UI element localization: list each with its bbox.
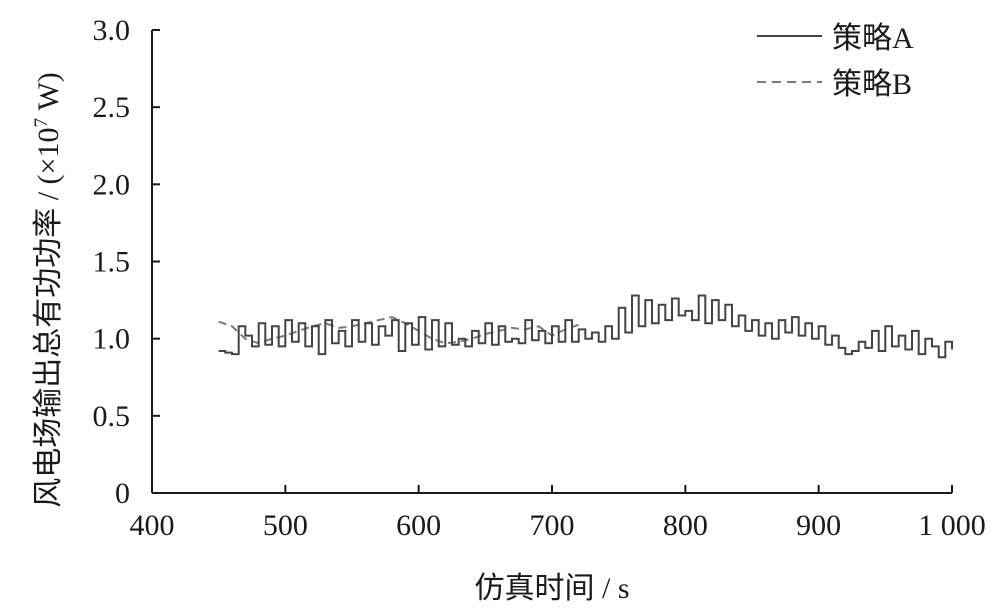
x-tick-label: 400	[130, 509, 175, 542]
x-tick-label: 500	[263, 509, 308, 542]
legend-entry-a: 策略A	[757, 22, 914, 55]
series-line-strategy-a	[218, 294, 953, 359]
legend-label-b: 策略B	[832, 68, 912, 101]
legend-entry-b: 策略B	[757, 68, 912, 101]
y-axis-title-exponent: 7	[31, 118, 52, 128]
y-tick-label: 2.5	[93, 91, 131, 124]
series-layer	[218, 294, 953, 359]
y-axis-title-unit: W)	[32, 72, 65, 118]
y-tick-label: 2.0	[93, 168, 131, 201]
y-tick-label: 3.0	[93, 14, 131, 47]
y-tick-label: 0.5	[93, 400, 131, 433]
x-axis-title: 仿真时间 / s	[474, 572, 629, 605]
x-ticks: 400 500 600 700 800 900 1 000	[130, 485, 986, 542]
y-ticks: 0 0.5 1.0 1.5 2.0 2.5 3.0	[93, 14, 160, 510]
x-tick-label: 600	[396, 509, 441, 542]
y-tick-label: 1.5	[93, 246, 131, 279]
legend: 策略A 策略B	[757, 22, 914, 101]
y-tick-label: 1.0	[93, 323, 131, 356]
x-tick-label: 900	[796, 509, 841, 542]
legend-label-a: 策略A	[832, 22, 914, 55]
y-tick-label: 0	[115, 477, 130, 510]
x-tick-label: 1 000	[918, 509, 986, 542]
x-tick-label: 700	[530, 509, 575, 542]
x-tick-label: 800	[663, 509, 708, 542]
y-axis-title: 风电场输出总有功功率 / (×107 W)	[31, 72, 65, 508]
y-axis-title-main: 风电场输出总有功功率 / (×10	[32, 128, 65, 508]
plot-area: 400 500 600 700 800 900 1 000 0 0.5 1.0 1.5 2.0 2.5…	[93, 14, 986, 542]
